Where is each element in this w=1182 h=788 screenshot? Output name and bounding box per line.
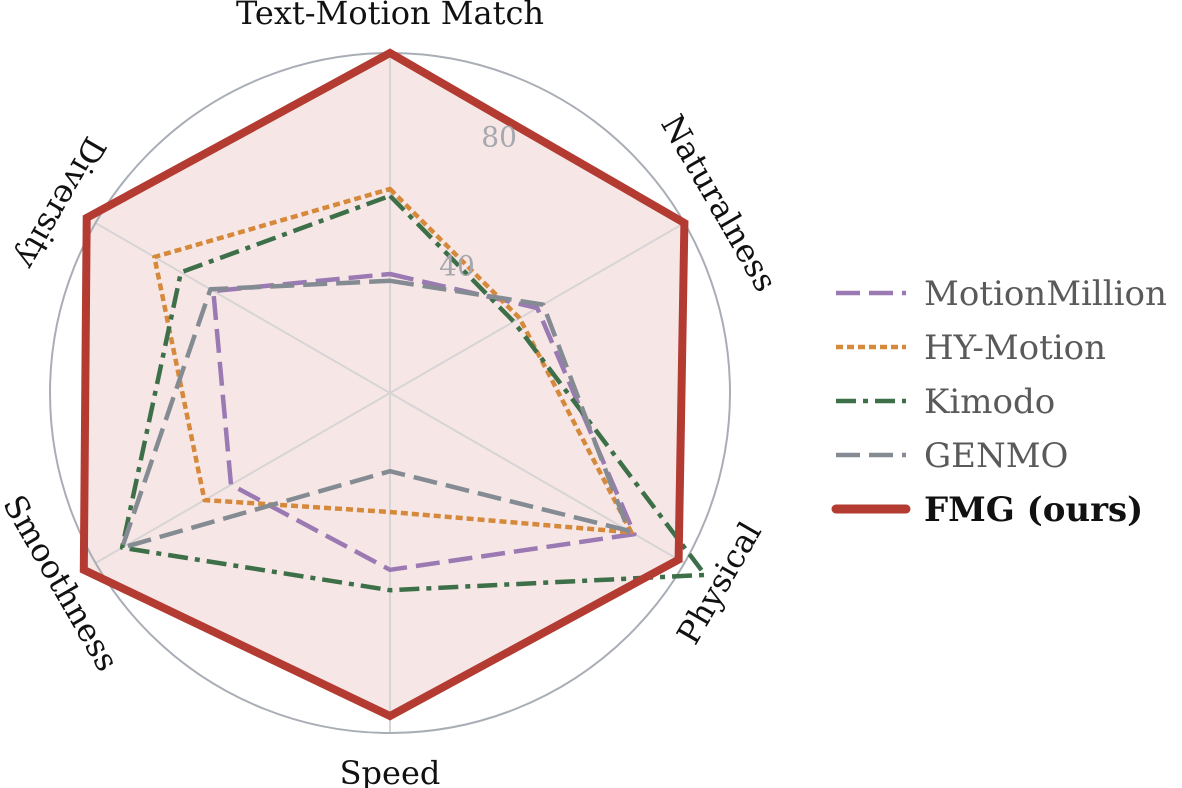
r-tick-label-80: 80	[481, 120, 517, 153]
legend-label-hy-motion: HY-Motion	[924, 328, 1106, 368]
spoke-smoothness	[95, 392, 391, 564]
series-line-fmg-ours	[79, 48, 689, 721]
r-tick-label-40: 40	[439, 250, 475, 283]
axis-label-group-physical: Physical	[669, 515, 769, 650]
legend-label-motionmillion: MotionMillion	[924, 274, 1167, 314]
legend-label-fmg-ours: FMG (ours)	[924, 490, 1143, 530]
series-line-kimodo	[119, 193, 708, 593]
axis-label-physical: Physical	[669, 515, 769, 650]
legend: MotionMillion HY-Motion Kimodo GENMO FMG (ou…	[831, 274, 1167, 530]
axis-label-text-motion-match: Text-Motion Match	[236, 0, 544, 32]
series-line-genmo	[119, 278, 631, 550]
legend-item-hy-motion: HY-Motion	[836, 328, 1106, 368]
axis-label-speed: Speed	[340, 754, 441, 788]
axis-label-group-speed: Speed	[340, 754, 441, 788]
axis-label-group-text-motion-match: Text-Motion Match	[236, 0, 544, 32]
tick-layer: 40 80	[439, 120, 517, 282]
series-layer	[79, 48, 708, 721]
legend-item-genmo: GENMO	[836, 436, 1068, 476]
legend-item-fmg-ours: FMG (ours)	[831, 490, 1143, 530]
series-line-hy-motion	[152, 186, 634, 535]
legend-item-motionmillion: MotionMillion	[836, 274, 1167, 314]
legend-label-kimodo: Kimodo	[924, 382, 1055, 422]
legend-item-kimodo: Kimodo	[836, 382, 1055, 422]
spoke-diversity	[95, 222, 391, 394]
legend-label-genmo: GENMO	[924, 436, 1068, 476]
series-line-motionmillion	[211, 271, 637, 573]
